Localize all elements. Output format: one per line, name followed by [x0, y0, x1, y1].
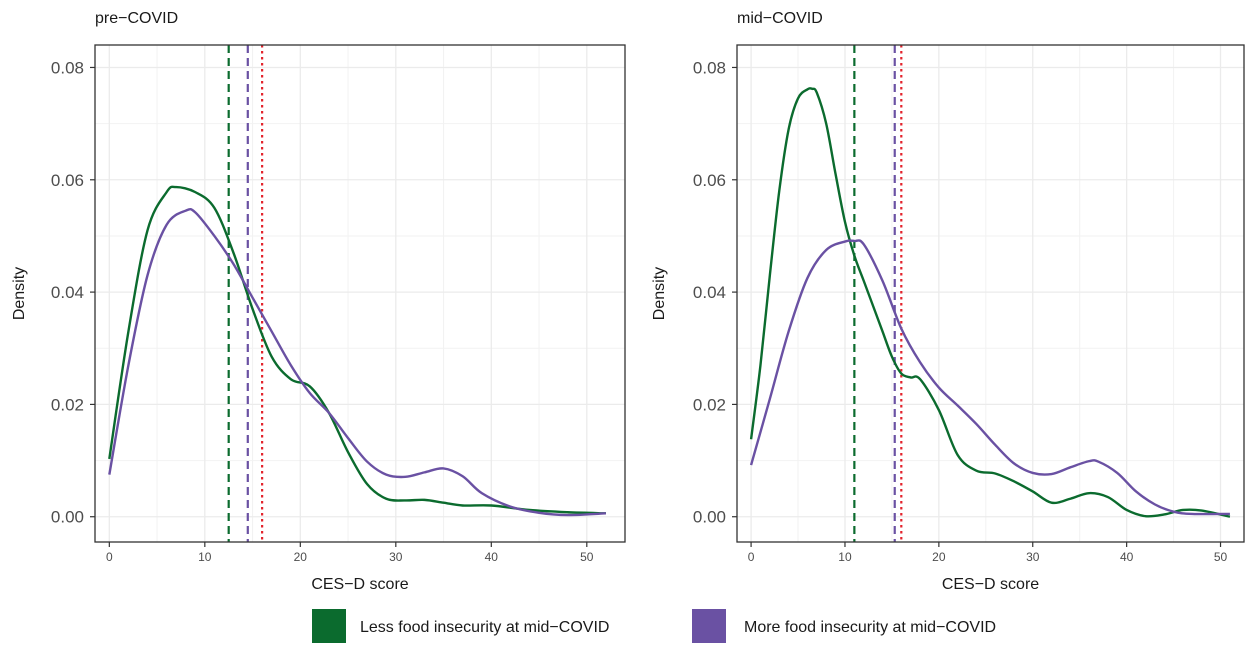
x-tick-label: 10 — [198, 550, 212, 564]
y-tick-label: 0.00 — [51, 508, 84, 527]
density-curve-series-1 — [108, 207, 606, 517]
plot-area — [737, 45, 1244, 542]
y-tick-label: 0.02 — [51, 395, 84, 414]
y-tick-label: 0.06 — [51, 171, 84, 190]
panel-mid-covid: 0.00 0.02 0.04 0.06 0.08 0 10 20 30 40 50 mid−COVID… — [651, 10, 1245, 593]
legend: Less food insecurity at mid−COVID More f… — [312, 609, 996, 643]
y-tick-label: 0.00 — [693, 508, 726, 527]
x-tick-label: 10 — [838, 550, 852, 564]
legend-label-less-food-insecurity: Less food insecurity at mid−COVID — [360, 619, 609, 636]
panel-border — [736, 44, 1245, 543]
x-tick-label: 0 — [748, 550, 755, 564]
x-tick-label: 0 — [106, 550, 113, 564]
panel-border — [94, 44, 626, 543]
y-tick-label: 0.06 — [693, 171, 726, 190]
density-curve-series-0 — [108, 185, 606, 515]
x-axis-label: CES−D score — [942, 576, 1039, 593]
x-tick-label: 50 — [580, 550, 594, 564]
density-curve-series-1 — [749, 239, 1230, 516]
legend-key-less-food-insecurity — [312, 609, 346, 643]
y-tick-label: 0.04 — [693, 283, 726, 302]
y-axis-label: Density — [11, 267, 28, 320]
x-tick-label: 40 — [485, 550, 499, 564]
y-tick-label: 0.02 — [693, 395, 726, 414]
x-tick-label: 30 — [389, 550, 403, 564]
legend-key-more-food-insecurity — [692, 609, 726, 643]
y-tick-label: 0.08 — [693, 58, 726, 77]
x-tick-label: 40 — [1120, 550, 1134, 564]
y-axis-label: Density — [651, 267, 668, 320]
y-tick-label: 0.08 — [51, 58, 84, 77]
x-tick-label: 20 — [932, 550, 946, 564]
x-axis-label: CES−D score — [311, 576, 408, 593]
plot-area — [95, 45, 625, 542]
x-tick-label: 50 — [1214, 550, 1228, 564]
panel-title: pre−COVID — [95, 10, 178, 27]
density-curve-series-0 — [749, 87, 1231, 518]
panel-title: mid−COVID — [737, 10, 823, 27]
y-tick-label: 0.04 — [51, 283, 84, 302]
legend-label-more-food-insecurity: More food insecurity at mid−COVID — [744, 619, 996, 636]
x-tick-label: 20 — [294, 550, 308, 564]
x-tick-label: 30 — [1026, 550, 1040, 564]
panel-pre-covid: 0.00 0.02 0.04 0.06 0.08 0 10 20 30 40 50 pre−COVID… — [11, 10, 626, 593]
